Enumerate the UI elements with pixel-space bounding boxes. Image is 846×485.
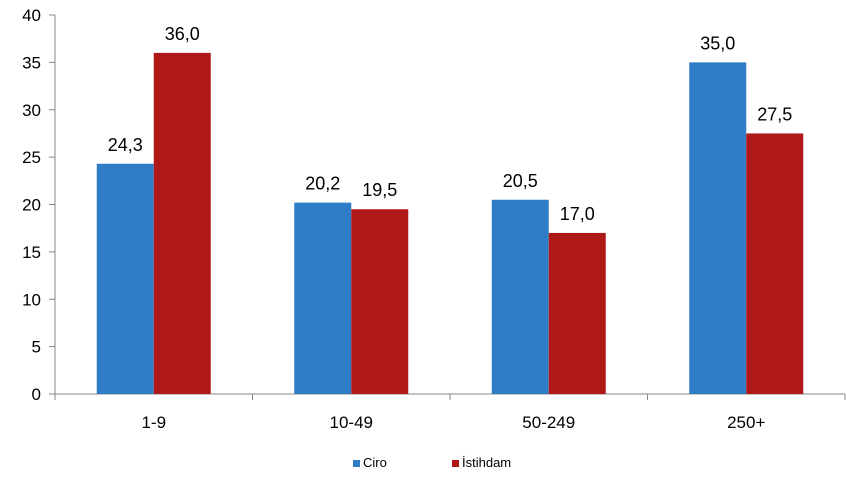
data-label: 35,0 <box>700 33 735 53</box>
bar-ciro <box>491 199 549 394</box>
x-tick-label: 10-49 <box>330 413 373 432</box>
bar-istihdam <box>746 133 804 394</box>
data-label: 20,2 <box>305 174 340 194</box>
x-axis: 1-9 10-49 50-249 250+ <box>54 393 846 432</box>
data-label: 17,0 <box>560 204 595 224</box>
y-tick-label: 30 <box>22 101 41 120</box>
y-tick-label: 5 <box>32 338 41 357</box>
y-tick-label: 10 <box>22 290 41 309</box>
legend-label: Ciro <box>363 455 387 470</box>
y-tick-label: 0 <box>32 385 41 404</box>
data-label: 19,5 <box>362 180 397 200</box>
legend: Ciro İstihdam <box>353 455 511 470</box>
legend-swatch <box>452 460 459 467</box>
x-tick-label: 250+ <box>727 413 765 432</box>
bar-ciro <box>96 163 154 394</box>
y-tick-label: 25 <box>22 148 41 167</box>
y-tick-label: 20 <box>22 196 41 215</box>
x-tick-label: 1-9 <box>141 413 166 432</box>
bar-istihdam <box>548 232 606 394</box>
y-axis: 0 5 10 15 20 25 30 35 40 <box>22 6 56 404</box>
y-tick-label: 40 <box>22 6 41 25</box>
bar-ciro <box>294 202 352 394</box>
bar-istihdam <box>351 209 409 394</box>
data-labels: 24,3 36,0 20,2 19,5 20,5 17,0 35,0 27,5 <box>108 24 793 224</box>
y-tick-label: 15 <box>22 243 41 262</box>
data-label: 36,0 <box>165 24 200 44</box>
bars <box>96 52 804 395</box>
data-label: 20,5 <box>503 171 538 191</box>
y-tick-label: 35 <box>22 53 41 72</box>
legend-label: İstihdam <box>462 455 511 470</box>
bar-ciro <box>689 62 747 394</box>
x-tick-label: 50-249 <box>522 413 575 432</box>
data-label: 27,5 <box>757 104 792 124</box>
legend-swatch <box>353 460 360 467</box>
data-label: 24,3 <box>108 135 143 155</box>
bar-istihdam <box>153 52 211 395</box>
